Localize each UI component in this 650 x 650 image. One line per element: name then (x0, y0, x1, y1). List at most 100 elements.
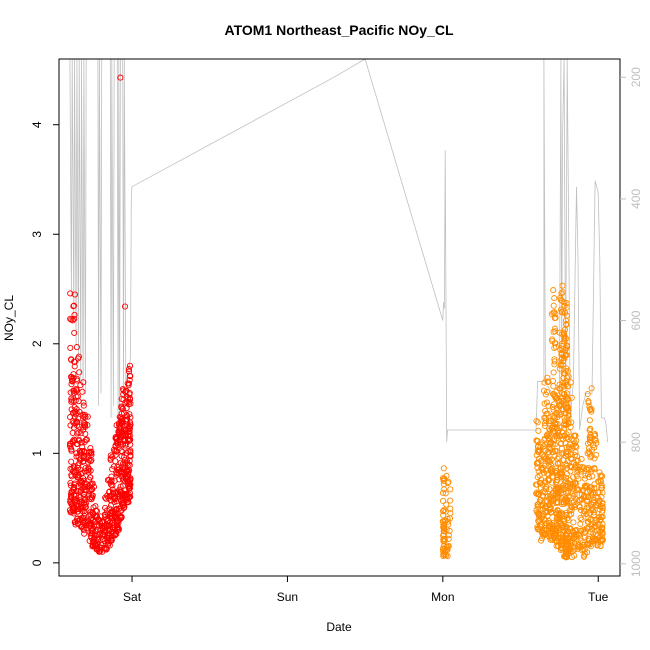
data-point (88, 457, 95, 464)
data-point (540, 469, 547, 476)
data-point (87, 474, 94, 481)
data-point (584, 390, 591, 398)
data-point (127, 453, 134, 460)
data-point (72, 420, 79, 427)
data-point (77, 382, 84, 389)
data-point (540, 387, 548, 394)
data-point (591, 511, 598, 518)
data-point (549, 377, 557, 384)
data-point (546, 493, 553, 500)
data-point (127, 449, 134, 456)
data-point (86, 448, 93, 455)
data-point (571, 491, 578, 498)
data-point (92, 503, 99, 510)
data-point (551, 340, 558, 347)
data-point (439, 489, 447, 496)
data-point (599, 521, 606, 528)
data-point (573, 473, 580, 480)
data-point (87, 467, 94, 474)
data-point (577, 520, 584, 527)
data-point (80, 402, 87, 409)
data-point (551, 325, 558, 332)
data-point (574, 485, 581, 492)
data-point (581, 475, 588, 482)
data-point (67, 479, 74, 487)
data-point (543, 486, 550, 493)
data-point (548, 529, 555, 536)
data-point (95, 535, 102, 542)
data-point (120, 504, 127, 512)
data-point (80, 475, 87, 482)
data-point (81, 530, 88, 537)
data-point (533, 417, 540, 425)
data-point (85, 465, 92, 473)
data-point (536, 499, 543, 506)
data-point (441, 517, 448, 524)
data-point (556, 514, 563, 522)
data-point (75, 353, 82, 360)
data-point (109, 453, 116, 460)
data-point (557, 473, 564, 481)
data-point (564, 368, 571, 375)
y-axis-label: NOy_CL (2, 295, 16, 341)
x-axis-label: Date (326, 620, 352, 634)
data-point (546, 435, 553, 443)
data-point (573, 527, 580, 534)
data-point (563, 511, 570, 519)
pressure-axis: 200 400 600 800 1000 (620, 67, 643, 577)
data-point (76, 459, 83, 467)
data-point (536, 472, 543, 479)
data-point (569, 527, 576, 535)
data-point (81, 422, 88, 429)
data-point (541, 414, 548, 421)
data-point (76, 369, 83, 376)
data-point (570, 535, 577, 542)
data-point (548, 479, 556, 486)
data-point (557, 424, 564, 431)
y-tick-label: 1 (30, 450, 44, 457)
data-point (569, 481, 576, 488)
data-point (541, 489, 548, 496)
data-point (582, 483, 589, 490)
data-point (599, 529, 606, 536)
data-point (92, 528, 99, 535)
data-point (127, 414, 134, 421)
data-point (572, 442, 579, 450)
data-point (68, 316, 75, 323)
data-point (595, 478, 602, 485)
data-point (73, 385, 80, 393)
data-point (556, 403, 563, 410)
data-point (574, 530, 581, 537)
data-point (563, 351, 570, 359)
data-point (533, 507, 540, 514)
data-point (108, 473, 115, 480)
data-point (552, 314, 559, 321)
data-point (589, 473, 596, 480)
data-point (68, 458, 75, 465)
data-point (570, 480, 577, 487)
data-point (120, 387, 127, 394)
data-point (542, 391, 549, 398)
data-point (444, 479, 451, 487)
data-point (67, 315, 74, 322)
data-point (70, 302, 78, 309)
data-point (549, 449, 556, 456)
data-point (589, 507, 596, 514)
data-point (82, 500, 89, 507)
data-point (561, 338, 568, 345)
data-point (550, 302, 557, 309)
data-point (599, 473, 606, 480)
data-point (587, 425, 594, 433)
data-point (548, 456, 555, 463)
data-point (440, 465, 447, 472)
data-point (72, 468, 79, 475)
data-point (584, 450, 591, 457)
data-point (118, 514, 125, 521)
data-point (126, 362, 134, 369)
data-point (126, 411, 133, 418)
data-point (566, 525, 573, 532)
data-point (125, 494, 133, 501)
data-point (564, 403, 571, 410)
data-point (570, 502, 577, 509)
